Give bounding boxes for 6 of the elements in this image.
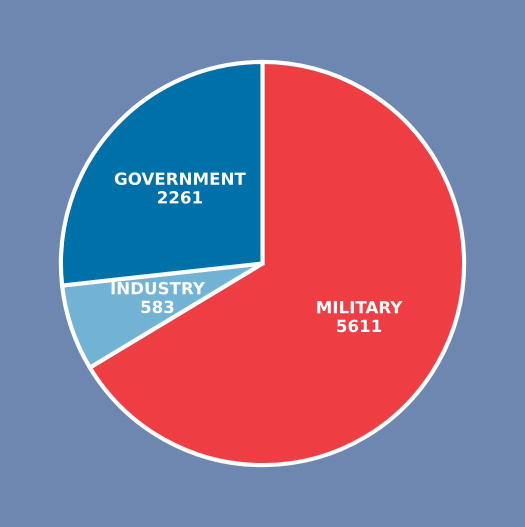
slice-label: GOVERNMENT — [114, 172, 246, 186]
data-label: 5611 — [337, 320, 382, 332]
slice-label: MILITARY — [317, 301, 402, 314]
slice-label: INDUSTRY — [112, 282, 206, 295]
data-label: 2261 — [158, 191, 202, 204]
data-label: 583 — [141, 300, 174, 314]
